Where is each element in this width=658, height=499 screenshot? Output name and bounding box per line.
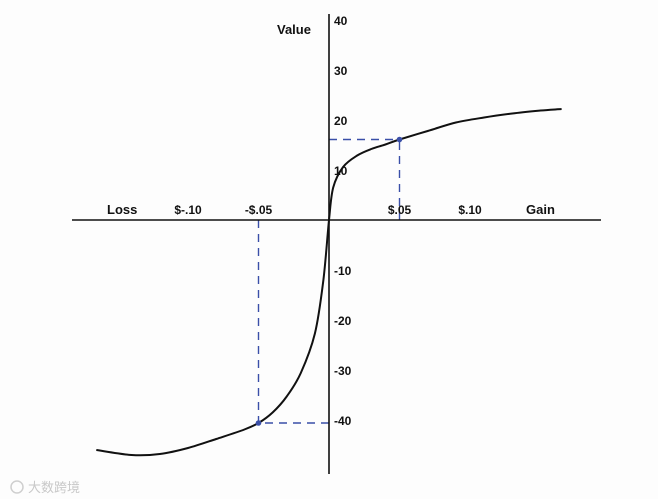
- value-curve-line: [96, 108, 562, 457]
- watermark: 大数跨境: [10, 480, 80, 496]
- y-tick-label: -30: [334, 364, 352, 378]
- reference-point-marker: [396, 136, 403, 143]
- tick-labels: 40 30 20 10 -10 -20 -30 -40 $-.10 -$.05 $.05 $.10: [174, 14, 482, 428]
- y-tick-label: 10: [334, 164, 348, 178]
- axes: [72, 14, 601, 474]
- x-axis-label-left: Loss: [107, 202, 137, 217]
- x-tick-label: $-.10: [174, 203, 202, 217]
- curve-layer: [96, 108, 562, 457]
- reference-points: [255, 136, 403, 426]
- guide-lines: [257, 138, 401, 424]
- watermark-text: 大数跨境: [28, 481, 80, 496]
- y-tick-label: -10: [334, 264, 352, 278]
- x-axis-label-right: Gain: [526, 202, 555, 217]
- y-tick-label: -40: [334, 414, 352, 428]
- y-tick-label: 40: [334, 14, 348, 28]
- watermark-logo-icon: [10, 480, 24, 494]
- x-tick-label: $.05: [388, 203, 412, 217]
- reference-point-marker: [255, 420, 262, 426]
- y-tick-label: -20: [334, 314, 352, 328]
- y-tick-label: 30: [334, 64, 348, 78]
- y-axis-label: Value: [277, 22, 311, 37]
- y-tick-label: 20: [334, 114, 348, 128]
- x-tick-label: -$.05: [245, 203, 273, 217]
- x-tick-label: $.10: [458, 203, 482, 217]
